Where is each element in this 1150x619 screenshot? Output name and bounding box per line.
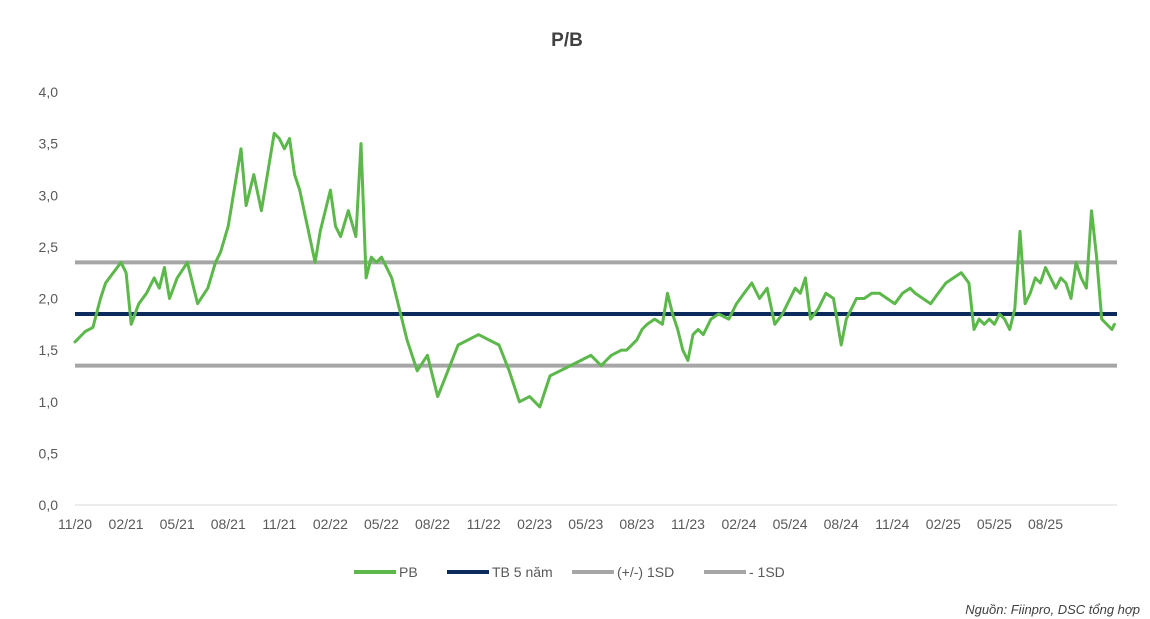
x-tick-label: 05/23	[568, 516, 603, 532]
x-tick-label: 08/22	[415, 516, 450, 532]
x-axis: 11/20 02/21 05/21 08/21 11/21 02/22 05/22 08/22…	[58, 504, 1117, 532]
y-tick-label: 1,5	[39, 342, 59, 358]
x-tick-label: 11/24	[875, 516, 909, 532]
y-tick-label: 2,0	[39, 291, 59, 307]
y-tick-label: 3,0	[39, 187, 59, 203]
plot-area	[73, 131, 1117, 409]
x-tick-label: 02/24	[721, 516, 756, 532]
x-tick-label: 11/21	[262, 516, 296, 532]
x-tick-label: 08/25	[1028, 516, 1063, 532]
legend-label: (+/-) 1SD	[617, 564, 674, 580]
x-tick-label: 08/24	[824, 516, 859, 532]
x-tick-label: 11/20	[58, 516, 92, 532]
x-tick-label: 05/25	[977, 516, 1012, 532]
x-tick-label: 11/22	[467, 516, 501, 532]
x-tick-label: 08/21	[211, 516, 246, 532]
x-tick-label: 02/23	[517, 516, 552, 532]
y-tick-label: 0,5	[39, 445, 59, 461]
x-tick-label: 11/23	[671, 516, 705, 532]
y-tick-label: 4,0	[39, 84, 59, 100]
y-axis: 0,0 0,5 1,0 1,5 2,0 2,5 3,0 3,5 4,0	[39, 84, 59, 513]
pb-series-line	[73, 131, 1116, 409]
y-tick-label: 3,5	[39, 136, 59, 152]
y-tick-label: 2,5	[39, 239, 59, 255]
x-tick-label: 05/21	[160, 516, 195, 532]
x-tick-label: 02/25	[926, 516, 961, 532]
x-tick-label: 05/22	[364, 516, 399, 532]
legend-label: TB 5 năm	[492, 564, 553, 580]
legend-label: PB	[399, 564, 418, 580]
legend: PB TB 5 năm (+/-) 1SD - 1SD	[354, 564, 785, 580]
chart-title: P/B	[551, 30, 583, 51]
x-tick-label: 08/23	[619, 516, 654, 532]
y-tick-label: 1,0	[39, 394, 59, 410]
x-tick-label: 02/22	[313, 516, 348, 532]
legend-label: - 1SD	[749, 564, 785, 580]
source-note: Nguồn: Fiinpro, DSC tổng hợp	[965, 602, 1140, 617]
x-tick-label: 02/21	[109, 516, 144, 532]
y-tick-label: 0,0	[39, 497, 59, 513]
x-tick-label: 05/24	[773, 516, 808, 532]
pb-chart: P/B 0,0 0,5 1,0 1,5 2,0 2,5 3,0 3,5 4,0 11/20 02/…	[39, 30, 1117, 580]
